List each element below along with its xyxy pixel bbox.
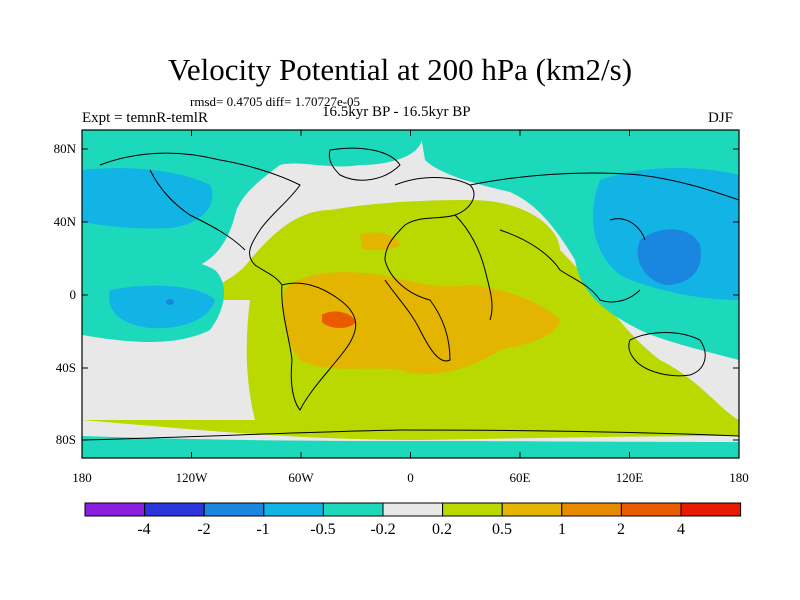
- coastlines: [82, 147, 739, 441]
- lat-label-80n: 80N: [53, 141, 76, 156]
- lat-label-80s: 80S: [55, 432, 76, 447]
- colorbar-swatch: [680, 502, 742, 517]
- lon-label-0: 0: [407, 470, 414, 485]
- lon-label-60w: 60W: [288, 470, 314, 485]
- lon-label-180w: 180: [72, 470, 92, 485]
- colorbar-swatch: [144, 502, 205, 517]
- stats-line: rmsd= 0.4705 diff= 1.70727e-05: [190, 94, 361, 109]
- lat-label-0: 0: [69, 287, 77, 302]
- lat-label-40s: 40S: [55, 360, 76, 375]
- colorbar-swatch: [203, 502, 265, 517]
- colorbar-swatch: [501, 502, 563, 517]
- field-negative-west-pacific: [637, 229, 701, 285]
- colorbar-swatch: [382, 502, 444, 517]
- field-negative-dot: [166, 299, 174, 305]
- lat-label-40n: 40N: [53, 214, 76, 229]
- lon-label-120w: 120W: [175, 470, 208, 485]
- colorbar-swatch: [263, 502, 324, 517]
- colorbar-label: -0.5: [310, 521, 336, 538]
- colorbar-label: 2: [617, 521, 625, 538]
- colorbar-swatch: [561, 502, 622, 517]
- colorbar-label: 4: [677, 521, 685, 538]
- period-label: 16.5kyr BP - 16.5kyr BP: [322, 104, 471, 120]
- field-positive-core: [322, 311, 356, 328]
- colorbar-label: 0.2: [432, 521, 452, 538]
- colorbar-label: -1: [256, 521, 270, 538]
- colorbar-swatch: [620, 502, 682, 517]
- colorbar-swatch: [322, 502, 384, 517]
- field-positive-tropics: [283, 272, 560, 374]
- lon-label-120e: 120E: [615, 470, 644, 485]
- colorbar-swatch: [84, 502, 146, 517]
- field-negative-north-west: [82, 130, 422, 275]
- colorbar-label: -4: [137, 521, 151, 538]
- colorbar: [84, 502, 742, 517]
- field-positive-north-africa: [360, 232, 400, 251]
- field-negative-tropical-pacific: [109, 285, 215, 329]
- colorbar-label: 1: [558, 521, 566, 538]
- field-negative-north-pacific: [82, 168, 213, 229]
- lon-label-60e: 60E: [509, 470, 531, 485]
- colorbar-label: -2: [197, 521, 211, 538]
- colorbar-swatch: [442, 502, 503, 517]
- lon-label-180e: 180: [729, 470, 749, 485]
- field-negative-antarctic: [82, 436, 739, 458]
- colorbar-label: 0.5: [492, 521, 512, 538]
- colorbar-label: -0.2: [370, 521, 396, 538]
- experiment-label: Expt = temnR-temlR: [82, 110, 208, 126]
- season-label: DJF: [708, 110, 734, 126]
- map-title: Velocity Potential at 200 hPa (km2/s): [167, 52, 633, 87]
